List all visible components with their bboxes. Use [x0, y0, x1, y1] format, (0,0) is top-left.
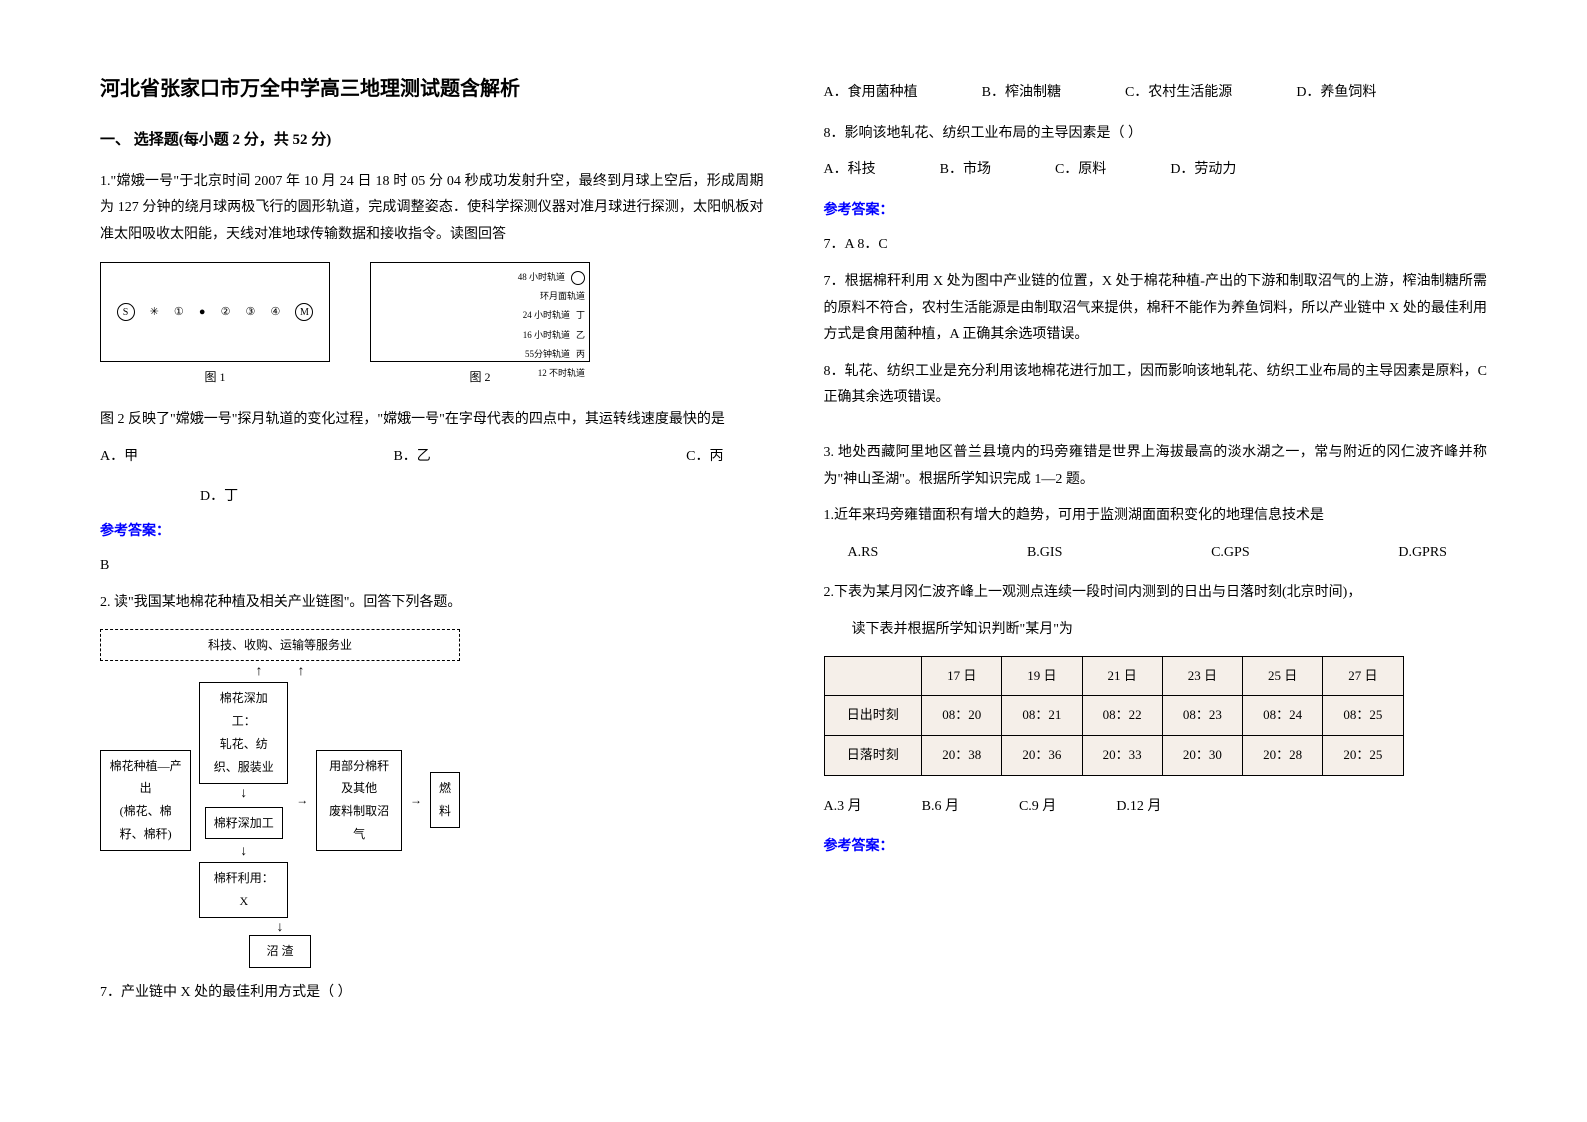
section-heading: 一、 选择题(每小题 2 分，共 52 分) [100, 126, 764, 155]
col-27: 27 日 [1323, 656, 1403, 696]
fig1-caption: 图 1 [100, 366, 330, 389]
q3-s1: 1.近年来玛旁雍错面积有增大的趋势，可用于监测湖面面积变化的地理信息技术是 [824, 503, 1488, 530]
flow-top: 科技、收购、运输等服务业 [100, 629, 460, 662]
s2-option-b: B.6 月 [922, 794, 959, 821]
s2-option-a: A.3 月 [824, 794, 862, 821]
table-row: 日落时刻 20：38 20：36 20：33 20：30 20：28 20：25 [824, 735, 1403, 775]
q8-option-c: C．原料 [1055, 157, 1106, 184]
page-title: 河北省张家口市万全中学高三地理测试题含解析 [100, 70, 764, 108]
col-21: 21 日 [1082, 656, 1162, 696]
q7-option-c: C．农村生活能源 [1125, 80, 1232, 107]
exp8: 8．轧花、纺织工业是充分利用该地棉花进行加工，因而影响该地轧花、纺织工业布局的主… [824, 359, 1488, 412]
col-blank [824, 656, 922, 696]
flowchart: 科技、收购、运输等服务业 ↑ ↑ 棉花种植—产出 (棉花、棉籽、棉秆) 棉花深加… [100, 629, 460, 968]
option-a: A．甲 [100, 444, 138, 471]
s1-option-d: D.GPRS [1398, 540, 1447, 567]
earth-icon: ● [199, 302, 206, 323]
flow-left: 棉花种植—产出 (棉花、棉籽、棉秆) [100, 750, 191, 851]
answer-heading: 参考答案： [100, 519, 764, 546]
col-19: 19 日 [1002, 656, 1082, 696]
q8-text: 8．影响该地轧花、纺织工业布局的主导因素是（ ） [824, 121, 1488, 148]
s2-option-d: D.12 月 [1116, 794, 1161, 821]
moon-icon: M [295, 303, 313, 321]
q1-answer: B [100, 553, 764, 580]
q2-text: 2. 读"我国某地棉花种植及相关产业链图"。回答下列各题。 [100, 590, 764, 617]
q3s1-options: A.RS B.GIS C.GPS D.GPRS [848, 540, 1448, 567]
answer-heading: 参考答案： [824, 198, 1488, 225]
q7-options: A．食用菌种植 B．榨油制糖 C．农村生活能源 D．养鱼饲料 [824, 80, 1488, 107]
option-b: B．乙 [393, 444, 430, 471]
q8-option-b: B．市场 [940, 157, 991, 184]
col-17: 17 日 [922, 656, 1002, 696]
s1-option-c: C.GPS [1211, 540, 1250, 567]
figure-1: S ✳ ① ● ② ③ ④ M 图 1 [100, 262, 330, 389]
q7-text: 7．产业链中 X 处的最佳利用方式是（ ） [100, 980, 764, 1007]
flow-bottom: 沼 渣 [249, 935, 310, 968]
q1-sub: 图 2 反映了"嫦娥一号"探月轨道的变化过程，"嫦娥一号"在字母代表的四点中，其… [100, 407, 764, 434]
q8-options: A．科技 B．市场 C．原料 D．劳动力 [824, 157, 1488, 184]
s2-option-c: C.9 月 [1019, 794, 1056, 821]
sun-table: 17 日 19 日 21 日 23 日 25 日 27 日 日出时刻 08：20… [824, 656, 1404, 776]
q7-option-a: A．食用菌种植 [824, 80, 918, 107]
q8-option-d: D．劳动力 [1170, 157, 1236, 184]
col-25: 25 日 [1242, 656, 1322, 696]
s1-option-b: B.GIS [1027, 540, 1062, 567]
sun-icon: S [117, 303, 135, 321]
option-c: C．丙 [686, 444, 723, 471]
q1-text: 1."嫦娥一号"于北京时间 2007 年 10 月 24 日 18 时 05 分… [100, 169, 764, 249]
q3-s2b: 读下表并根据所学知识判断"某月"为 [824, 617, 1488, 644]
q7-option-d: D．养鱼饲料 [1296, 80, 1376, 107]
answer-heading: 参考答案： [824, 834, 1488, 861]
flow-fuel: 燃 料 [430, 772, 460, 828]
flow-b2: 棉籽深加工 [205, 807, 283, 840]
s1-option-a: A.RS [848, 540, 879, 567]
flow-b3: 棉秆利用： X [199, 862, 288, 918]
table-row: 日出时刻 08：20 08：21 08：22 08：23 08：24 08：25 [824, 696, 1403, 736]
q78-answer: 7．A 8．C [824, 232, 1488, 259]
q3-s2: 2.下表为某月冈仁波齐峰上一观测点连续一段时间内测到的日出与日落时刻(北京时间)… [824, 580, 1488, 607]
exp7: 7．根据棉秆利用 X 处为图中产业链的位置，X 处于棉花种植-产出的下游和制取沼… [824, 269, 1488, 349]
q7-option-b: B．榨油制糖 [982, 80, 1061, 107]
figure-2: 48 小时轨道 环月面轨道 24 小时轨道丁 16 小时轨道乙 55分钟轨道丙 … [370, 262, 590, 389]
col-23: 23 日 [1162, 656, 1242, 696]
flow-right: 用部分棉秆及其他 废料制取沼气 [316, 750, 402, 851]
flow-b1: 棉花深加工： 轧花、纺织、服装业 [199, 682, 288, 783]
q3s2-options: A.3 月 B.6 月 C.9 月 D.12 月 [824, 794, 1488, 821]
q3-text: 3. 地处西藏阿里地区普兰县境内的玛旁雍错是世界上海拔最高的淡水湖之一，常与附近… [824, 440, 1488, 493]
sun-ray-icon: ✳ [150, 302, 159, 323]
q8-option-a: A．科技 [824, 157, 876, 184]
figures-row: S ✳ ① ● ② ③ ④ M 图 1 48 小时轨道 环月面轨道 24 小时轨… [100, 262, 764, 389]
option-d: D．丁 [200, 484, 764, 511]
q1-options: A．甲 B．乙 C．丙 [100, 444, 724, 471]
